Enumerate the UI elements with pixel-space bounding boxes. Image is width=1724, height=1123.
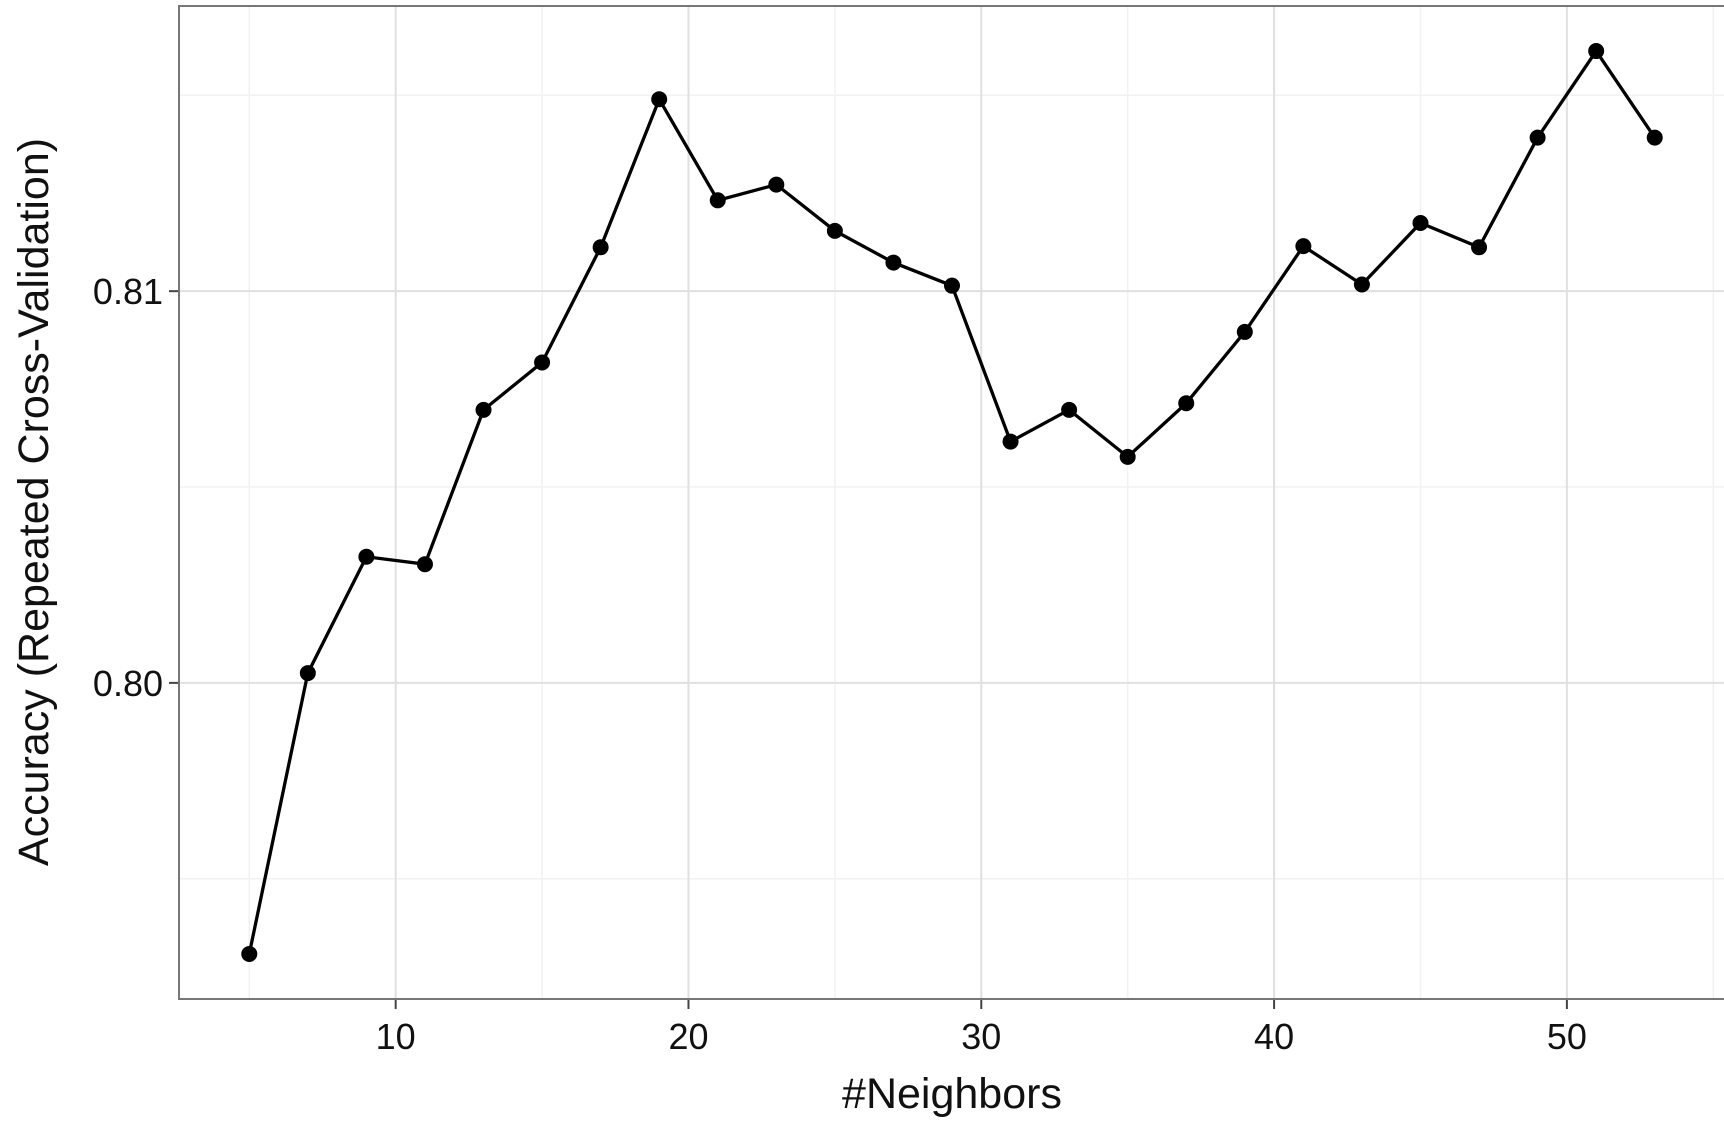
point xyxy=(1061,401,1078,418)
point xyxy=(1529,129,1546,146)
panel-border xyxy=(178,5,1724,1000)
point xyxy=(1119,448,1136,465)
y-tick-label: 0.80 xyxy=(93,663,163,704)
x-tick-label: 50 xyxy=(1547,1016,1587,1057)
point xyxy=(1412,215,1429,232)
y-axis-title: Accuracy (Repeated Cross-Validation) xyxy=(10,138,58,866)
point xyxy=(1236,323,1253,340)
point xyxy=(709,192,726,209)
point xyxy=(885,254,902,271)
y-tick-label: 0.81 xyxy=(93,271,163,312)
x-axis-title: #Neighbors xyxy=(842,1070,1062,1118)
point xyxy=(416,556,433,573)
point xyxy=(241,945,258,962)
point xyxy=(1353,276,1370,293)
point xyxy=(358,548,375,565)
point xyxy=(1178,395,1195,412)
point xyxy=(768,176,785,193)
x-tick-label: 30 xyxy=(961,1016,1001,1057)
point xyxy=(534,354,551,371)
point xyxy=(1471,239,1488,256)
point xyxy=(651,91,668,108)
point xyxy=(299,665,316,682)
point xyxy=(1646,129,1663,146)
point xyxy=(592,239,609,256)
point xyxy=(1588,43,1605,60)
point xyxy=(826,222,843,239)
point xyxy=(475,401,492,418)
x-tick-label: 10 xyxy=(376,1016,416,1057)
x-tick-label: 40 xyxy=(1254,1016,1294,1057)
x-tick-label: 20 xyxy=(668,1016,708,1057)
point xyxy=(1002,433,1019,450)
point xyxy=(1295,238,1312,255)
point xyxy=(944,277,960,294)
